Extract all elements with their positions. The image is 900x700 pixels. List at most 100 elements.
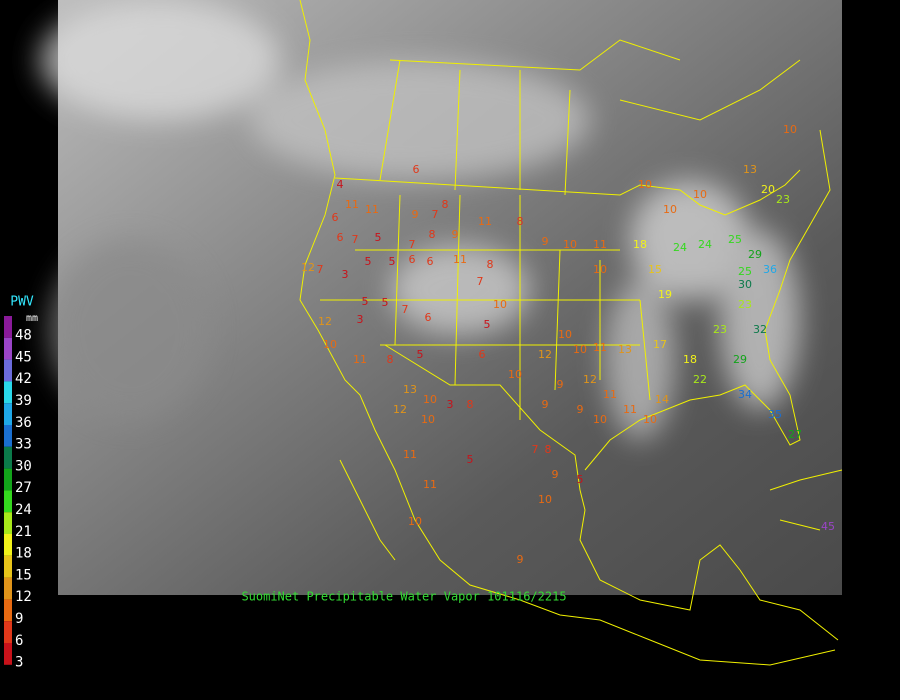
legend-label: 42 xyxy=(15,371,32,387)
legend-swatch xyxy=(4,643,12,665)
legend-label: 18 xyxy=(15,546,32,562)
station-value: 13 xyxy=(403,383,417,396)
station-value: 27 xyxy=(788,428,802,441)
station-value: 7 xyxy=(409,238,416,251)
station-value: 7 xyxy=(352,233,359,246)
station-value: 9 xyxy=(542,235,549,248)
station-value: 14 xyxy=(655,393,669,406)
legend-swatch xyxy=(4,446,12,469)
legend-swatch xyxy=(4,337,12,360)
station-value: 17 xyxy=(653,338,667,351)
station-value: 10 xyxy=(693,188,707,201)
station-value: 8 xyxy=(487,258,494,271)
station-value: 3 xyxy=(342,268,349,281)
legend-label: 12 xyxy=(15,589,32,605)
station-value: 5 xyxy=(365,255,372,268)
legend-label: 45 xyxy=(15,349,32,365)
legend-swatch xyxy=(4,316,12,338)
legend-label: 15 xyxy=(15,567,32,583)
station-value: 11 xyxy=(423,478,437,491)
station-value: 25 xyxy=(738,265,752,278)
station-value: 19 xyxy=(658,288,672,301)
station-value: 36 xyxy=(763,263,777,276)
station-value: 24 xyxy=(698,238,712,251)
legend-swatch xyxy=(4,403,12,425)
legend-swatch xyxy=(4,359,12,382)
station-value: 25 xyxy=(728,233,742,246)
station-value: 12 xyxy=(538,348,552,361)
legend-title: PWV xyxy=(10,295,34,310)
legend-label: 39 xyxy=(15,393,32,409)
legend-label: 9 xyxy=(15,611,23,627)
clouds xyxy=(40,0,800,440)
station-value: 29 xyxy=(733,353,747,366)
legend-label: 6 xyxy=(15,633,23,649)
station-value: 6 xyxy=(479,348,486,361)
station-value: 8 xyxy=(467,398,474,411)
caption: SuomiNet Precipitable Water Vapor 101116… xyxy=(241,590,566,604)
legend: 48 45 42 39 36 33 30 27 24 21 18 15 12 9 6 3 xyxy=(4,316,32,671)
station-value: 10 xyxy=(538,493,552,506)
station-value: 10 xyxy=(638,178,652,191)
station-value: 10 xyxy=(323,338,337,351)
legend-swatch xyxy=(4,621,12,643)
station-value: 6 xyxy=(332,211,339,224)
legend-swatch xyxy=(4,425,12,447)
legend-swatch xyxy=(4,534,12,556)
station-value: 7 xyxy=(532,443,539,456)
station-value: 10 xyxy=(493,298,507,311)
legend-label: 21 xyxy=(15,524,32,540)
station-value: 11 xyxy=(353,353,367,366)
station-value: 12 xyxy=(318,315,332,328)
legend-swatch xyxy=(4,381,12,404)
station-value: 45 xyxy=(821,520,835,533)
station-value: 10 xyxy=(643,413,657,426)
station-value: 10 xyxy=(421,413,435,426)
station-value: 9 xyxy=(412,208,419,221)
legend-label: 33 xyxy=(15,437,32,453)
station-value: 10 xyxy=(408,515,422,528)
station-value: 5 xyxy=(467,453,474,466)
station-value: 4 xyxy=(337,178,344,191)
station-value: 9 xyxy=(452,228,459,241)
legend-label: 27 xyxy=(15,480,32,496)
station-value: 11 xyxy=(345,198,359,211)
legend-label: 24 xyxy=(15,502,32,518)
station-value: 10 xyxy=(558,328,572,341)
station-value: 24 xyxy=(673,241,687,254)
station-value: 23 xyxy=(776,193,790,206)
station-value: 6 xyxy=(337,231,344,244)
legend-swatch xyxy=(4,468,12,491)
station-value: 11 xyxy=(453,253,467,266)
station-value: 5 xyxy=(389,255,396,268)
station-value: 11 xyxy=(365,203,379,216)
station-value: 10 xyxy=(563,238,577,251)
station-value: 12 xyxy=(393,403,407,416)
station-value: 8 xyxy=(545,443,552,456)
station-value: 9 xyxy=(542,398,549,411)
station-value: 9 xyxy=(517,553,524,566)
station-value: 6 xyxy=(425,311,432,324)
station-value: 12 xyxy=(301,261,315,274)
station-value: 34 xyxy=(738,388,752,401)
station-value: 8 xyxy=(429,228,436,241)
station-value: 10 xyxy=(783,123,797,136)
station-value: 20 xyxy=(761,183,775,196)
legend-swatch xyxy=(4,555,12,578)
station-value: 18 xyxy=(633,238,647,251)
station-value: 6 xyxy=(409,253,416,266)
station-value: 3 xyxy=(357,313,364,326)
station-value: 32 xyxy=(753,323,767,336)
station-value: 6 xyxy=(413,163,420,176)
station-value: 11 xyxy=(478,215,492,228)
legend-swatch xyxy=(4,490,12,513)
station-value: 10 xyxy=(508,368,522,381)
station-value: 13 xyxy=(618,343,632,356)
station-value: 9 xyxy=(552,468,559,481)
station-value: 5 xyxy=(382,296,389,309)
station-value: 5 xyxy=(375,231,382,244)
station-value: 10 xyxy=(663,203,677,216)
station-value: 11 xyxy=(603,388,617,401)
legend-label: 36 xyxy=(15,415,32,431)
